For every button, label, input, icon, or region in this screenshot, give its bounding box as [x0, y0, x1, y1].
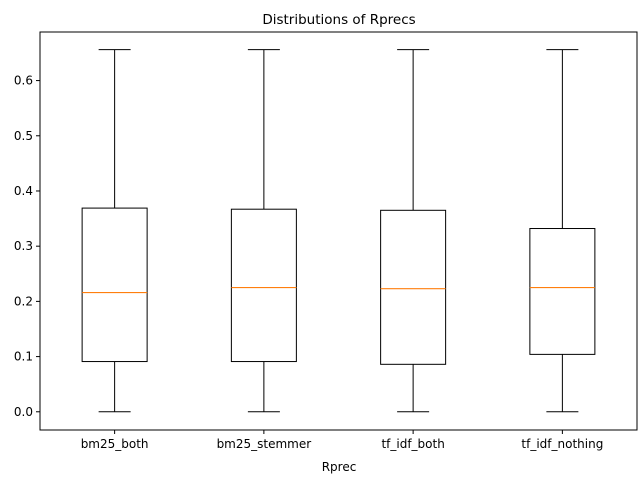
x-tick-label: tf_idf_both: [381, 437, 444, 451]
x-tick-label: tf_idf_nothing: [521, 437, 603, 451]
box: [230, 208, 297, 363]
y-tick-label: 0.1: [14, 350, 33, 364]
x-tick-label: bm25_both: [81, 437, 149, 451]
x-tick-label: bm25_stemmer: [217, 437, 312, 451]
box: [529, 228, 596, 355]
y-tick-label: 0.4: [14, 184, 33, 198]
box: [81, 207, 148, 363]
chart-title: Distributions of Rprecs: [262, 12, 415, 28]
y-tick-label: 0.0: [14, 405, 33, 419]
y-tick-label: 0.3: [14, 239, 33, 253]
y-tick-label: 0.2: [14, 294, 33, 308]
y-tick-label: 0.5: [14, 129, 33, 143]
plot-frame: [39, 31, 638, 431]
plot-area: 0.0 0.1 0.2 0.3 0.4 0.5 0.6 bm25_both bm25_stemm…: [14, 31, 638, 451]
box: [380, 209, 447, 365]
x-axis-label: Rprec: [322, 460, 357, 474]
y-tick-label: 0.6: [14, 74, 33, 88]
